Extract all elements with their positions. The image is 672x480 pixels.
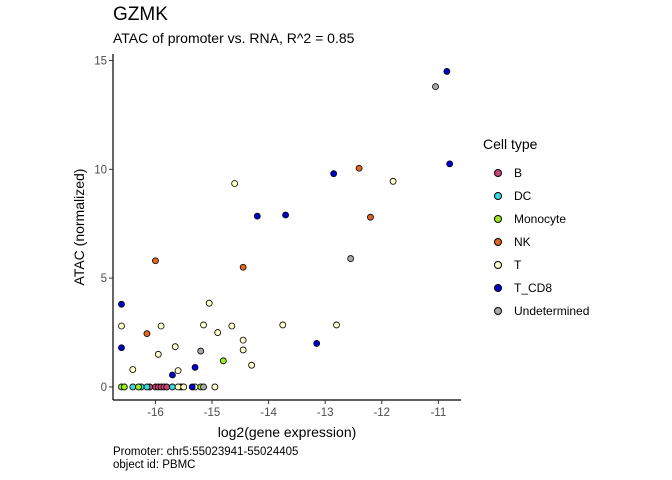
legend-swatch [494,214,502,223]
legend-title: Cell type [483,136,538,152]
legend-item-b: B [483,161,589,184]
point-t [248,361,256,369]
legend-item-nk: NK [483,230,589,253]
point-t [214,329,222,336]
legend-key [483,237,513,246]
point-t [333,321,340,329]
point-b [163,383,171,391]
point-t-cd8 [446,160,454,168]
legend-item-t: T [483,253,589,276]
legend-label: Monocyte [514,211,567,226]
point-t [389,177,397,185]
legend-key [483,283,513,292]
legend-swatch [494,168,502,177]
x-tick-label: -14 [260,407,277,419]
x-tick-label: -15 [204,407,221,419]
point-dc [129,383,137,391]
legend-swatch [494,283,502,292]
point-t [180,383,188,391]
point-t-cd8 [118,300,125,308]
x-tick-label: -11 [430,407,446,419]
legend-item-undetermined: Undetermined [483,299,589,322]
point-undetermined [432,83,439,91]
caption-object-id: object id: PBMC [113,459,196,471]
point-undetermined [197,347,205,355]
point-t [211,383,219,391]
x-axis-title: log2(gene expression) [218,424,357,440]
y-tick-label: 0 [101,382,107,394]
point-t [171,343,179,351]
legend-item-dc: DC [483,184,589,207]
legend-label: DC [514,188,532,203]
point-monocyte [219,357,227,365]
legend-swatch [494,260,502,269]
point-dc [143,383,151,391]
point-t-cd8 [282,211,289,219]
point-t-cd8 [330,170,338,178]
point-monocyte [120,383,128,391]
legend-swatch [494,191,502,200]
x-tick-label: -12 [373,407,390,419]
point-undetermined [347,255,355,262]
legend-key [483,168,513,177]
legend-swatch [494,306,502,315]
point-nk [367,213,374,221]
legend-key [483,191,513,200]
caption: Promoter: chr5:55023941-55024405 object … [113,446,298,472]
point-dc [169,383,176,391]
legend-item-t-cd8: T_CD8 [483,276,589,299]
point-nk [143,330,151,338]
point-t [239,346,247,354]
point-t [174,367,182,375]
legend: Cell type B DC Monocyte NK T T_CD8 Undetermine… [483,136,589,322]
y-tick-label: 5 [101,273,107,285]
point-t [200,321,207,329]
point-t-cd8 [253,212,261,220]
point-nk [152,257,159,265]
point-t [279,321,287,329]
point-undetermined [200,383,207,391]
point-t [129,366,137,373]
y-tick-label: 10 [94,164,107,176]
y-axis-title: ATAC (normalized) [71,169,87,286]
chart-subtitle: ATAC of promoter vs. RNA, R^2 = 0.85 [113,30,355,46]
legend-label: Undetermined [514,303,590,318]
legend-swatch [494,237,502,246]
legend-key [483,214,513,223]
point-t-cd8 [191,363,199,371]
y-tick-label: 15 [94,56,107,68]
x-tick-label: -13 [317,407,334,419]
point-t [205,299,213,307]
chart-title: GZMK [113,4,168,25]
point-t-cd8 [443,68,451,75]
point-t [231,180,239,187]
x-tick-label: -16 [147,407,164,419]
point-t-cd8 [313,340,321,347]
point-nk [355,164,363,172]
legend-label: T [514,257,522,272]
point-t [239,336,247,344]
legend-key [483,260,513,269]
legend-label: NK [514,234,531,249]
point-t [174,383,182,391]
legend-label: B [514,165,523,180]
point-nk [239,263,247,271]
point-t [154,350,162,358]
legend-label: T_CD8 [514,280,553,295]
legend-key [483,306,513,315]
point-t [228,322,236,330]
caption-promoter: Promoter: chr5:55023941-55024405 [113,446,299,458]
point-t-cd8 [188,383,196,391]
point-t-cd8 [169,371,176,379]
point-t-cd8 [118,344,125,352]
point-monocyte [135,383,142,391]
point-t [118,322,125,330]
point-t [157,322,165,330]
legend-item-monocyte: Monocyte [483,207,589,230]
